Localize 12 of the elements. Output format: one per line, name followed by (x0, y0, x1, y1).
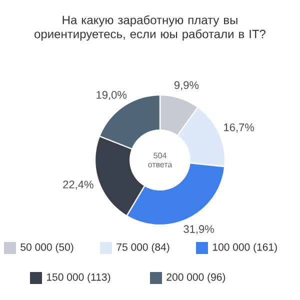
data-label: 31,9% (184, 225, 214, 234)
legend-label: 50 000 (50) (20, 243, 74, 253)
legend-label: 150 000 (113) (47, 273, 110, 283)
text: 504 ответа (148, 152, 172, 168)
legend-label: 100 000 (161) (213, 243, 277, 253)
chart-title: На какую заработную плату вы ориентируетесь, если юы работали в IT? (34, 15, 266, 41)
data-label: 9,9% (174, 81, 199, 90)
legend-label: 75 000 (84) (116, 243, 170, 253)
legend-label: 200 000 (96) (166, 273, 226, 283)
data-label: 22,4% (63, 180, 94, 190)
data-label: 19,0% (96, 90, 127, 100)
data-label: 16,7% (224, 123, 254, 133)
